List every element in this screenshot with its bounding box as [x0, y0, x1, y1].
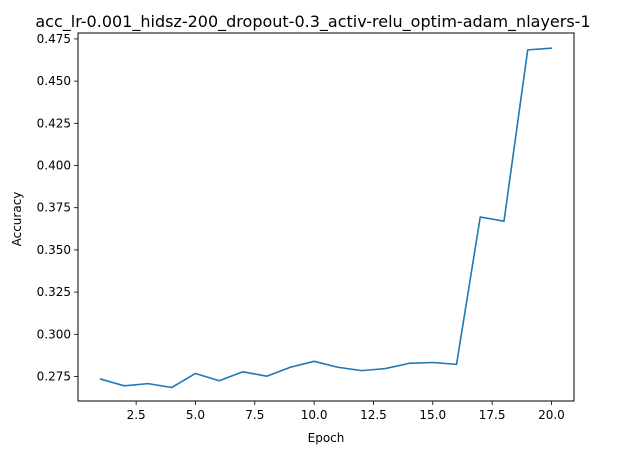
- data-point: [313, 361, 315, 363]
- x-tick-label: 17.5: [479, 408, 506, 422]
- y-tick-label: 0.475: [37, 32, 71, 46]
- x-axis-ticks: 2.5 5.0 7.5 10.0 12.5 15.0 17.5 20.0: [127, 401, 565, 422]
- data-point: [290, 366, 292, 368]
- y-tick-label: 0.300: [37, 327, 71, 341]
- y-tick-label: 0.325: [37, 285, 71, 299]
- data-point: [503, 220, 505, 222]
- x-tick-label: 12.5: [360, 408, 387, 422]
- chart-title: acc_lr-0.001_hidsz-200_dropout-0.3_activ…: [35, 12, 590, 32]
- data-point: [123, 385, 125, 387]
- data-point: [147, 383, 149, 385]
- x-tick-label: 15.0: [419, 408, 446, 422]
- data-point: [385, 368, 387, 370]
- y-tick-label: 0.350: [37, 243, 71, 257]
- y-tick-label: 0.450: [37, 74, 71, 88]
- data-point: [432, 362, 434, 364]
- plot-area: [77, 32, 575, 402]
- data-point: [479, 216, 481, 218]
- x-tick-label: 5.0: [186, 408, 205, 422]
- data-point: [456, 364, 458, 366]
- y-tick-label: 0.375: [37, 201, 71, 215]
- x-axis-label: Epoch: [308, 431, 345, 445]
- y-axis-ticks: 0.275 0.300 0.325 0.350 0.375 0.400 0.425 0.450…: [37, 32, 78, 384]
- y-tick-label: 0.275: [37, 370, 71, 384]
- data-point: [266, 375, 268, 377]
- x-tick-label: 2.5: [127, 408, 146, 422]
- data-point: [337, 366, 339, 368]
- data-point: [242, 371, 244, 373]
- data-point: [527, 49, 529, 51]
- y-axis-label: Accuracy: [10, 192, 24, 247]
- x-tick-label: 10.0: [301, 408, 328, 422]
- data-point: [171, 387, 173, 389]
- data-point: [195, 373, 197, 375]
- data-point: [218, 380, 220, 382]
- data-point: [361, 370, 363, 372]
- y-tick-label: 0.400: [37, 159, 71, 173]
- data-point: [100, 378, 102, 380]
- x-tick-label: 20.0: [538, 408, 565, 422]
- data-point: [551, 47, 553, 49]
- data-point: [408, 363, 410, 365]
- series-line-0: [99, 47, 553, 389]
- plot-frame: [77, 32, 575, 402]
- x-tick-label: 7.5: [245, 408, 264, 422]
- y-tick-label: 0.425: [37, 116, 71, 130]
